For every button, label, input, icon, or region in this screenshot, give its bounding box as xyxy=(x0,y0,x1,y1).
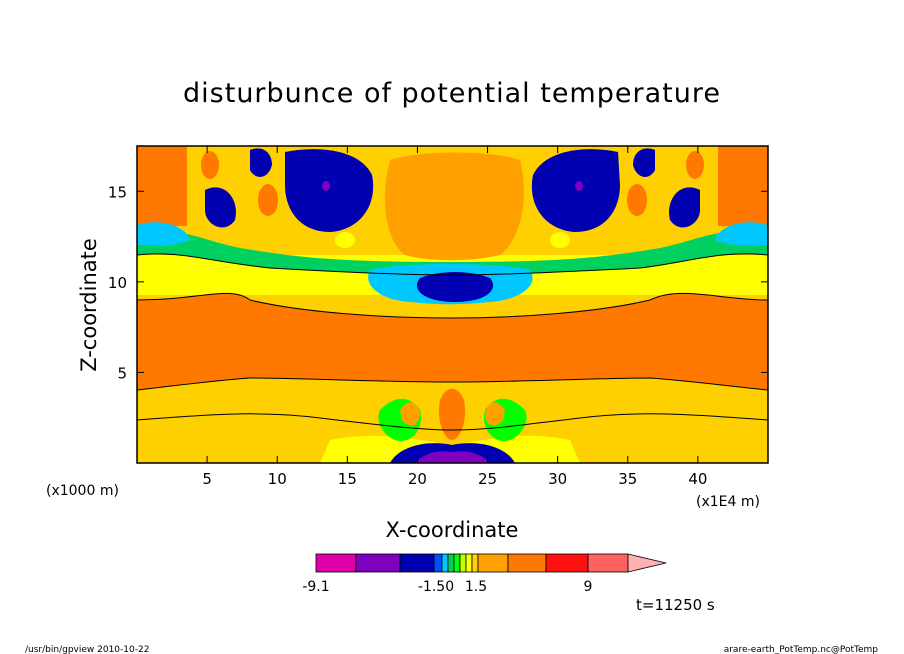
x-unit-right: (x1E4 m) xyxy=(696,494,760,510)
contour-field xyxy=(137,146,768,463)
colorbar-label-max: 9 xyxy=(584,579,593,595)
colorbar-swatch xyxy=(477,553,509,573)
colorbar-swatch xyxy=(315,553,357,573)
chart-title: disturbunce of potential temperature xyxy=(183,78,721,109)
colorbar-swatch xyxy=(507,553,547,573)
colorbar-swatch xyxy=(453,553,461,573)
colorbar-swatch xyxy=(465,553,473,573)
colorbar-label-pos: 1.5 xyxy=(465,579,487,595)
y-tick-label: 15 xyxy=(108,183,127,201)
colorbar-extend-arrow xyxy=(627,553,667,573)
x-tick-label: 40 xyxy=(688,470,707,488)
colorbar-label-neg: -1.50 xyxy=(418,579,454,595)
colorbar-swatch xyxy=(399,553,435,573)
x-tick-label: 15 xyxy=(338,470,357,488)
colorbar xyxy=(315,553,667,573)
colorbar-swatch xyxy=(459,553,467,573)
x-tick-label: 10 xyxy=(268,470,287,488)
plot-frame xyxy=(136,145,769,464)
colorbar-swatch xyxy=(471,553,479,573)
y-tick-label: 5 xyxy=(117,364,127,382)
colorbar-swatch xyxy=(587,553,629,573)
x-unit-left: (x1000 m) xyxy=(46,483,119,499)
x-axis: 5 10 15 20 25 30 35 40 xyxy=(202,146,707,488)
colorbar-swatch xyxy=(433,553,443,573)
time-label: t=11250 s xyxy=(636,596,715,614)
colorbar-label-min: -9.1 xyxy=(302,579,329,595)
colorbar-labels: -9.1 -1.50 1.5 9 xyxy=(302,579,592,595)
colorbar-swatch xyxy=(545,553,589,573)
x-tick-label: 5 xyxy=(202,470,212,488)
x-tick-label: 35 xyxy=(618,470,637,488)
footer-right: arare-earth_PotTemp.nc@PotTemp xyxy=(724,645,879,654)
colorbar-swatch xyxy=(447,553,455,573)
colorbar-swatch xyxy=(355,553,401,573)
y-axis-label: Z-coordinate xyxy=(77,238,101,372)
x-axis-label: X-coordinate xyxy=(386,518,519,542)
y-tick-label: 10 xyxy=(108,274,127,292)
y-axis: 5 10 15 xyxy=(108,183,768,382)
contour-lines xyxy=(137,253,768,431)
footer-left: /usr/bin/gpview 2010-10-22 xyxy=(25,645,149,654)
x-tick-label: 25 xyxy=(478,470,497,488)
x-tick-label: 30 xyxy=(548,470,567,488)
colorbar-swatch xyxy=(441,553,449,573)
x-tick-label: 20 xyxy=(408,470,427,488)
